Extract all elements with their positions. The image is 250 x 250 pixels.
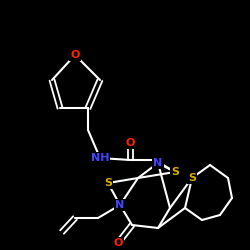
Text: O: O bbox=[70, 50, 80, 60]
Text: S: S bbox=[104, 178, 112, 188]
Text: O: O bbox=[113, 238, 123, 248]
Text: N: N bbox=[116, 200, 124, 210]
Text: S: S bbox=[188, 173, 196, 183]
Text: NH: NH bbox=[91, 153, 109, 163]
Text: O: O bbox=[125, 138, 135, 148]
Text: N: N bbox=[154, 158, 162, 168]
Text: S: S bbox=[171, 167, 179, 177]
